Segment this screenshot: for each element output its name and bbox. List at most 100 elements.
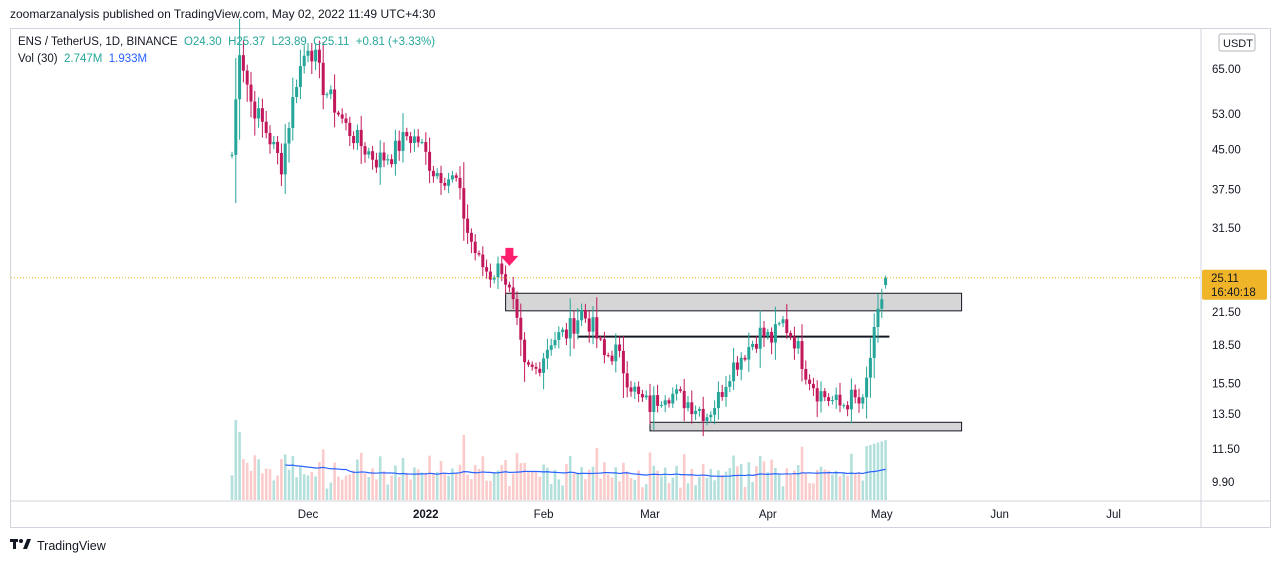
- volume-bar: [378, 456, 382, 500]
- candle-body: [659, 405, 663, 407]
- price-tick-label: 37.50: [1212, 185, 1241, 197]
- candle-body: [466, 218, 470, 233]
- volume-bar: [439, 461, 443, 500]
- candle-body: [853, 389, 857, 398]
- candle-body: [720, 392, 724, 397]
- candle-body: [667, 400, 671, 404]
- volume-bar: [747, 462, 751, 500]
- candle-body: [599, 338, 603, 340]
- candle-body: [238, 55, 242, 100]
- candle-body: [576, 320, 580, 334]
- price-tick-label: 21.50: [1212, 307, 1241, 319]
- candle-body: [705, 417, 709, 422]
- candle-body: [511, 287, 515, 300]
- candle-body: [344, 118, 348, 123]
- candle-body: [367, 151, 371, 155]
- candle-body: [439, 173, 443, 183]
- volume-bar: [394, 465, 397, 500]
- volume-bar: [492, 472, 496, 500]
- candle-body: [561, 329, 565, 333]
- volume-bar: [698, 476, 701, 500]
- volume-bar: [884, 440, 887, 500]
- candle-body: [538, 368, 542, 373]
- volume-bar: [565, 464, 568, 500]
- candle-body: [739, 357, 743, 370]
- volume-bar: [717, 470, 720, 500]
- volume-bar: [287, 469, 291, 500]
- volume-bar: [686, 483, 690, 500]
- volume-bar: [280, 458, 283, 500]
- candle-body: [823, 391, 827, 398]
- volume-bar: [724, 471, 728, 500]
- candle-body: [298, 66, 302, 88]
- candle-body: [872, 327, 876, 358]
- volume-bar: [606, 474, 610, 500]
- volume-bar: [785, 468, 789, 500]
- volume-bar: [435, 471, 439, 500]
- candle-body: [291, 97, 295, 129]
- volume-bar: [648, 452, 652, 500]
- candle-body: [625, 373, 629, 388]
- volume-bar: [587, 469, 591, 500]
- candle-body: [701, 408, 705, 422]
- volume-bar: [580, 467, 583, 500]
- volume-legend: Vol (30) 2.747M 1.933M: [18, 53, 147, 65]
- candle-body: [325, 94, 329, 96]
- volume-bar: [667, 482, 671, 500]
- candle-body: [595, 317, 599, 339]
- currency-unit-button[interactable]: [1218, 33, 1256, 52]
- time-tick-label: Mar: [640, 509, 660, 521]
- tradingview-brand[interactable]: TradingView: [10, 538, 106, 553]
- volume-bar: [808, 483, 811, 500]
- volume-bar: [572, 473, 576, 500]
- volume-bar: [584, 479, 587, 500]
- candle-body: [830, 400, 834, 402]
- volume-bar: [557, 479, 561, 500]
- candle-body: [614, 344, 618, 362]
- candle-body: [378, 152, 382, 168]
- volume-bar: [766, 472, 770, 500]
- candle-body: [789, 333, 793, 337]
- volume-bar: [329, 482, 333, 500]
- volume-bar: [682, 454, 686, 500]
- candle-body: [621, 350, 625, 374]
- candle-body: [435, 173, 439, 177]
- candle-body: [572, 318, 576, 334]
- candle-body: [865, 377, 869, 398]
- volume-bar: [538, 476, 542, 500]
- volume-bar: [356, 459, 359, 500]
- candle-body: [694, 410, 698, 415]
- candle-body: [412, 136, 416, 143]
- candle-body: [587, 318, 591, 332]
- candle-body: [652, 395, 656, 413]
- volume-bar: [549, 484, 553, 500]
- volume-bar: [618, 481, 621, 500]
- candle-body: [340, 114, 344, 119]
- volume-bar: [675, 465, 678, 500]
- symbol-legend: ENS / TetherUS, 1D, BINANCE O24.30 H25.3…: [18, 36, 435, 48]
- candle-body: [682, 390, 686, 409]
- tradingview-logo-icon: [10, 538, 32, 553]
- candle-body: [249, 84, 253, 102]
- candle-body: [629, 387, 633, 392]
- volume-bar: [796, 465, 800, 500]
- volume-bar: [530, 471, 534, 500]
- candle-body: [477, 253, 481, 255]
- volume-bar: [249, 470, 253, 500]
- volume-bar: [485, 480, 488, 500]
- volume-bar: [481, 456, 485, 500]
- volume-bar: [603, 462, 606, 500]
- volume-bar: [838, 476, 842, 500]
- volume-bar: [751, 482, 754, 500]
- candle-body: [542, 358, 546, 373]
- candle-body: [530, 364, 534, 367]
- candle-body: [401, 132, 405, 151]
- volume-bar: [257, 459, 260, 500]
- support-resistance-zone: [505, 292, 963, 312]
- candle-body: [846, 405, 850, 410]
- candle-body: [260, 108, 264, 122]
- volume-bar: [466, 474, 469, 500]
- volume-bar: [781, 486, 785, 500]
- volume-bar: [340, 479, 344, 500]
